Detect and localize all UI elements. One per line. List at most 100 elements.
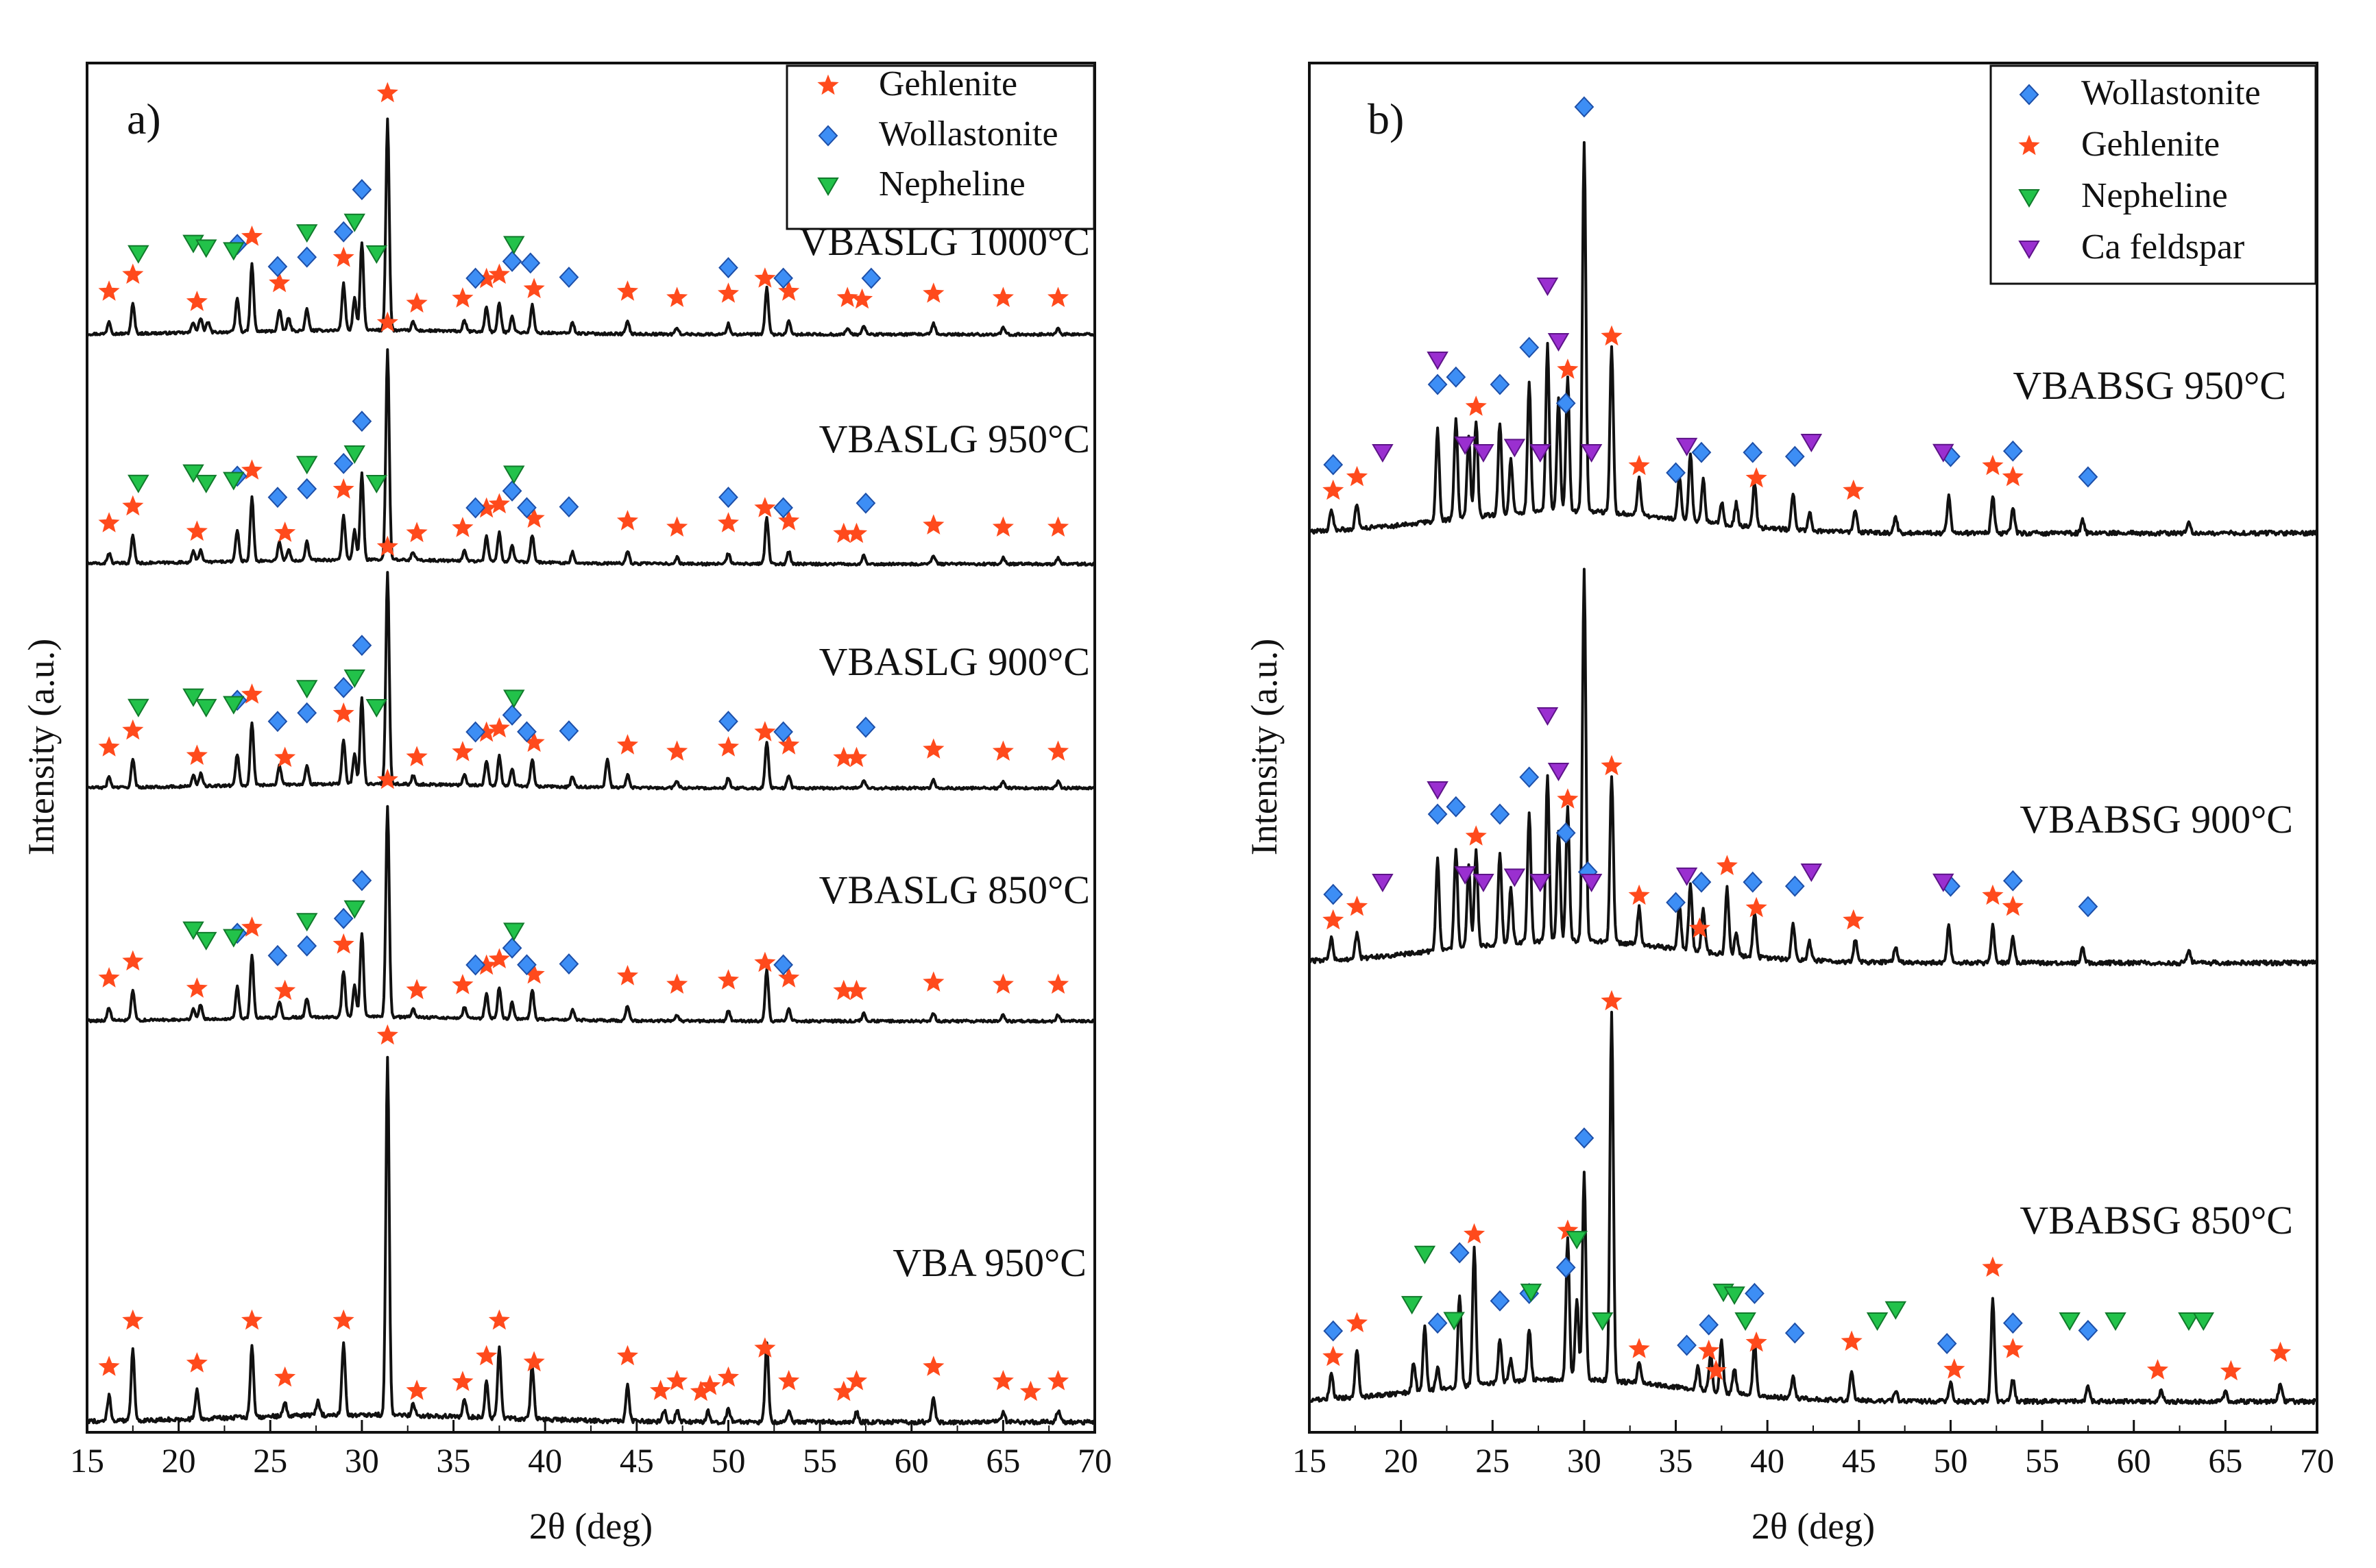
panel-a-marker-gehlenite [241,916,263,937]
panel-b-marker-nepheline [2178,1312,2200,1331]
panel-a-marker-gehlenite [98,967,120,988]
panel-b-marker-gehlenite [1841,1330,1863,1351]
panel-a-x-tick-label: 55 [803,1441,837,1480]
panel-b-marker-ca_feldspar [1372,874,1394,892]
panel-a-trace-2 [87,571,1095,791]
panel-b-marker-ca_feldspar [1580,443,1603,463]
panel-a-marker-wollastonite [517,497,537,519]
panel-a-marker-gehlenite [98,736,120,757]
panel-b-marker-ca_feldspar [1454,436,1476,455]
panel-a-x-axis: 15 20 25 30 35 40 45 50 55 60 65 70 [70,1420,1112,1480]
panel-a-marker-gehlenite [836,286,858,308]
panel-a-marker-gehlenite [923,514,945,535]
panel-b-marker-wollastonite [1666,462,1686,484]
panel-b-marker-ca_feldspar [1529,443,1551,463]
panel-a-marker-wollastonite [773,721,794,743]
panel-a-phase-markers [98,82,1069,1401]
panel-a-marker-gehlenite [923,738,945,759]
panel-a-marker-gehlenite [923,282,945,303]
panel-a-marker-gehlenite [186,744,208,765]
panel-a-x-tick-label: 45 [620,1441,654,1480]
panel-b-x-tick-label: 35 [1659,1441,1693,1480]
panel-a-marker-gehlenite [376,1024,398,1045]
panel-a-marker-gehlenite [98,1356,120,1376]
panel-a-marker-wollastonite [856,492,876,514]
panel-b-y-axis-title: Intensity (a.u.) [1244,639,1285,855]
panel-b-marker-nepheline [2192,1312,2215,1331]
panel-b-marker-wollastonite [1323,883,1344,905]
panel-a-x-tick-label: 20 [162,1441,196,1480]
panel-a-label: a) [127,95,161,143]
panel-a-marker-nepheline [503,465,525,485]
panel-a-marker-wollastonite [502,937,522,959]
panel-a-marker-gehlenite [452,741,474,761]
panel-a-x-tick-label: 70 [1078,1441,1112,1480]
panel-b-marker-wollastonite [1574,1127,1595,1149]
panel-b-marker-ca_feldspar [1547,762,1570,781]
panel-a-marker-gehlenite [523,278,545,299]
panel-a-marker-nepheline [343,445,365,464]
panel-b-marker-wollastonite [1427,803,1448,825]
panel-a-marker-wollastonite [465,497,485,519]
panel-b-marker-gehlenite [1745,467,1767,488]
panel-b-marker-wollastonite [2002,870,2023,892]
panel-a-marker-gehlenite [376,82,398,103]
panel-a-marker-gehlenite [846,1370,868,1391]
panel-b-marker-gehlenite [1982,454,2004,476]
panel-b-marker-gehlenite [1982,1256,2004,1277]
panel-b-marker-nepheline [1566,1231,1588,1250]
panel-b-marker-ca_feldspar [1503,439,1526,458]
panel-a-marker-gehlenite [452,1371,474,1391]
panel-a-marker-gehlenite [923,971,945,992]
panel-a-marker-wollastonite [502,250,522,272]
panel-a-marker-gehlenite [452,517,474,537]
panel-a-trace-label-3: VBASLG 850°C [819,868,1090,912]
panel-b-marker-gehlenite [1982,884,2004,905]
panel-a-marker-nepheline [343,900,365,919]
panel-a-marker-nepheline [128,698,149,718]
panel-b-marker-gehlenite [1716,855,1738,876]
panel-a-marker-gehlenite [269,271,291,293]
panel-b-marker-gehlenite [2002,895,2024,916]
panel-b-legend-label-wollastonite: Wollastonite [2081,73,2261,112]
panel-b-marker-ca_feldspar [1529,873,1551,892]
panel-a-x-axis-title: 2θ (deg) [529,1506,653,1547]
panel-a-frame [86,62,1096,1434]
panel-b-marker-nepheline [1723,1286,1745,1306]
panel-a-marker-nepheline [195,698,217,718]
panel-b-marker-gehlenite [1601,755,1623,776]
panel-a-marker-gehlenite [406,1380,428,1400]
panel-a-marker-gehlenite [666,1370,688,1391]
panel-a-marker-gehlenite [649,1380,672,1400]
panel-b-marker-nepheline [1884,1301,1907,1320]
panel-b-x-tick-label: 20 [1384,1441,1418,1480]
panel-b-marker-wollastonite [2078,466,2098,488]
panel-a-marker-wollastonite [520,252,541,274]
panel-b-marker-gehlenite [1688,917,1710,938]
panel-b-marker-wollastonite [2078,1319,2098,1341]
panel-b-trace-2 [1309,1010,2317,1406]
panel-b-marker-wollastonite [1555,822,1576,844]
panel-b-marker-gehlenite [1843,479,1865,500]
panel-b-phase-markers [1322,96,2292,1381]
panel-a-trace-label-1: VBASLG 950°C [819,417,1090,461]
panel-a-marker-gehlenite [846,979,868,1001]
panel-a-legend: Gehlenite Wollastonite Nepheline [786,64,1095,230]
panel-a-legend-box [786,64,1095,230]
panel-a-marker-nepheline [343,213,365,232]
panel-b: VBABSG 950°C VBABSG 900°C VBABSG 850°C 15 2… [1244,62,2334,1547]
panel-b-marker-wollastonite [2078,896,2098,918]
panel-a-marker-wollastonite [352,635,372,657]
panel-a-marker-wollastonite [267,256,288,278]
panel-b-marker-wollastonite [1555,1256,1576,1278]
panel-a-marker-gehlenite [1047,973,1069,994]
panel-b-marker-gehlenite [1322,479,1344,500]
panel-a-marker-gehlenite [98,512,120,532]
panel-a-marker-wollastonite [517,721,537,743]
panel-b-x-tick-label: 25 [1475,1441,1510,1480]
panel-a-marker-gehlenite [616,965,639,985]
panel-a-marker-nepheline [365,475,388,493]
panel-a-marker-gehlenite [717,1366,739,1387]
panel-a-marker-nepheline [128,474,149,493]
